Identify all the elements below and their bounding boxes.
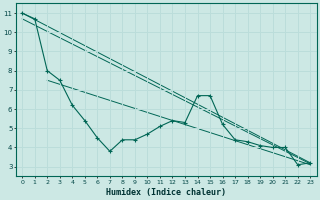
X-axis label: Humidex (Indice chaleur): Humidex (Indice chaleur)	[106, 188, 226, 197]
